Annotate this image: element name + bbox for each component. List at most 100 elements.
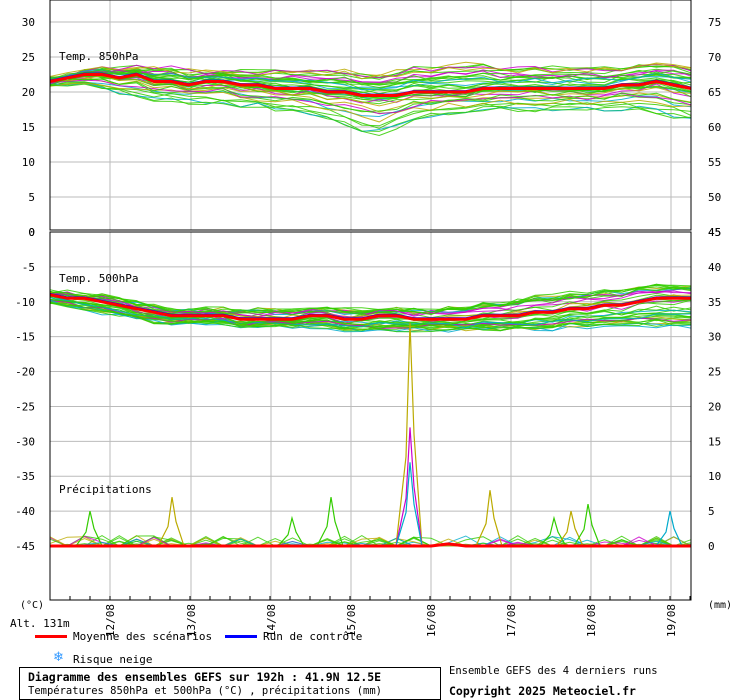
x-tick-label: 13/08 (185, 604, 198, 637)
precip-peak (277, 515, 305, 547)
temp500-member (49, 297, 692, 327)
temp850-member (49, 75, 692, 107)
temp850-mean-line (49, 72, 692, 97)
temp500-mean-line (49, 293, 691, 321)
left-tick-label: 5 (28, 191, 35, 204)
temp850-member (49, 81, 692, 127)
temp850-member (49, 72, 692, 95)
left-tick-label: -20 (15, 366, 35, 379)
precip-peak (655, 510, 683, 547)
x-tick-label: 18/08 (585, 604, 598, 637)
temp850-member (49, 69, 692, 91)
right-tick-label: 50 (708, 191, 721, 204)
x-tick-label: 12/08 (104, 604, 117, 637)
right-tick-label: 5 (708, 505, 715, 518)
footer-copyright: Copyright 2025 Meteociel.fr (449, 684, 636, 698)
right-tick-label: 75 (708, 16, 721, 29)
left-unit: (°C) (20, 600, 45, 611)
left-tick-label: 10 (22, 156, 35, 169)
precip-peak (556, 510, 584, 547)
right-tick-label: 25 (708, 366, 721, 379)
snowflake-icon: ❄ (53, 650, 64, 665)
left-tick-label: 30 (22, 16, 35, 29)
right-unit: (mm) (708, 600, 733, 611)
right-tick-label: 65 (708, 86, 721, 99)
panel-850-title: Temp. 850hPa (59, 50, 138, 63)
temp850-member (49, 78, 692, 113)
temp850-member (49, 76, 692, 113)
x-tick-label: 19/08 (665, 604, 678, 637)
temp850-member (49, 69, 692, 83)
precip-peak (539, 515, 567, 547)
temp850-member (49, 82, 692, 133)
footer-title: Diagramme des ensembles GEFS sur 192h : … (28, 670, 382, 684)
right-tick-label: 55 (708, 156, 721, 169)
right-tick-label: 20 (708, 400, 721, 413)
right-tick-label: 35 (708, 296, 721, 309)
legend-control-label: Run de contrôle (263, 630, 363, 643)
left-tick-label: -15 (15, 331, 35, 344)
temp850-member (49, 83, 692, 137)
left-tick-label: 0 (28, 226, 35, 239)
left-tick-label: -35 (15, 470, 35, 483)
right-tick-label: 70 (708, 51, 721, 64)
precip-peak (395, 322, 423, 547)
altitude-label: Alt. 131m (10, 617, 70, 630)
legend-mean-swatch (35, 635, 67, 638)
left-tick-label: -5 (22, 261, 35, 274)
temp500-member (49, 298, 692, 326)
panel-850-border (49, 0, 692, 231)
x-tick-label: 15/08 (345, 604, 358, 637)
panel-precip-title: Précipitations (59, 483, 152, 496)
temp850-member (49, 80, 692, 118)
footer-title-box (19, 667, 441, 700)
right-tick-label: 10 (708, 470, 721, 483)
precip-peak (573, 504, 601, 547)
precip-peak (475, 490, 503, 547)
left-tick-label: 20 (22, 86, 35, 99)
temp850-member (49, 63, 692, 80)
temp850-member (49, 77, 692, 105)
right-tick-label: 30 (708, 331, 721, 344)
temp500-member (49, 287, 692, 315)
left-tick-label: 15 (22, 121, 35, 134)
temp500-member (49, 286, 692, 316)
precip-peak (395, 427, 423, 547)
precip-mean-line (50, 542, 691, 548)
left-tick-label: 25 (22, 51, 35, 64)
left-tick-label: 0 (28, 226, 35, 239)
legend-mean-label: Moyenne des scénarios (73, 630, 213, 643)
temp500-member (49, 302, 692, 333)
right-tick-label: 45 (708, 226, 721, 239)
right-tick-label: 0 (708, 540, 715, 553)
right-tick-label: 40 (708, 261, 721, 274)
temp500-member (49, 302, 692, 332)
right-tick-label: 15 (708, 435, 721, 448)
left-tick-label: -30 (15, 435, 35, 448)
left-tick-label: -45 (15, 540, 35, 553)
temp850-member (49, 63, 692, 80)
x-tick-label: 16/08 (425, 604, 438, 637)
precip-peak (316, 497, 344, 547)
x-tick-label: 17/08 (505, 604, 518, 637)
right-tick-label: 60 (708, 121, 721, 134)
temp850-member (49, 78, 692, 114)
footer-subtitle: Températures 850hPa et 500hPa (°C) , pré… (28, 685, 383, 697)
panel-500-border (49, 231, 692, 601)
left-tick-label: -40 (15, 505, 35, 518)
legend-control-swatch (225, 635, 257, 638)
temp500-member (49, 283, 692, 314)
temp850-member (49, 72, 692, 99)
panel-850-frame (49, 0, 692, 231)
precip-peak (157, 497, 185, 547)
temp850-member (49, 71, 692, 89)
precip-peak (75, 510, 103, 547)
legend-snow-label: Risque neige (73, 653, 153, 666)
x-tick-label: 14/08 (265, 604, 278, 637)
precip-peak (395, 462, 423, 547)
right-tick-label: 45 (708, 226, 721, 239)
panel-500-title: Temp. 500hPa (59, 272, 138, 285)
footer-right-top: Ensemble GEFS des 4 derniers runs (449, 665, 658, 677)
left-tick-label: -25 (15, 400, 35, 413)
